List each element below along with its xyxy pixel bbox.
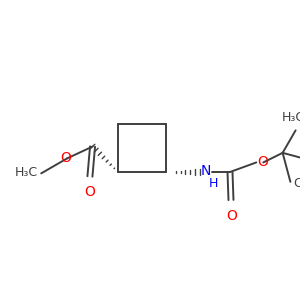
Text: O: O <box>85 185 95 200</box>
Text: H₃C: H₃C <box>15 166 38 179</box>
Text: H₃C: H₃C <box>282 111 300 124</box>
Text: H: H <box>209 177 218 190</box>
Text: O: O <box>61 152 72 165</box>
Text: N: N <box>201 164 211 178</box>
Text: CH₃: CH₃ <box>293 177 300 190</box>
Text: O: O <box>257 155 268 170</box>
Text: O: O <box>226 209 237 223</box>
